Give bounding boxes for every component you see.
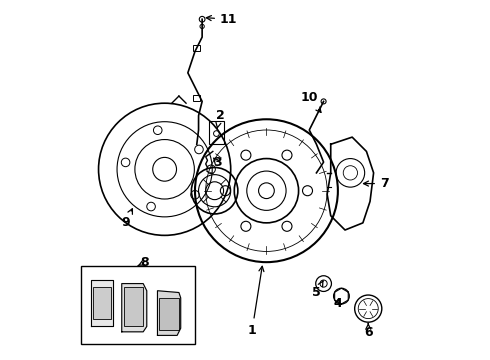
Text: 10: 10 (300, 91, 321, 112)
Text: 6: 6 (364, 324, 372, 339)
Text: 11: 11 (206, 13, 238, 26)
Text: 4: 4 (334, 297, 342, 310)
Text: 5: 5 (312, 281, 323, 299)
Text: 2: 2 (216, 109, 224, 128)
Text: 9: 9 (121, 209, 132, 229)
Text: 1: 1 (248, 266, 264, 337)
Text: 7: 7 (364, 177, 389, 190)
Bar (209, 121, 223, 144)
Bar (193, 45, 200, 51)
Bar (81, 266, 195, 344)
Polygon shape (92, 280, 113, 327)
Text: 3: 3 (213, 156, 221, 168)
Bar (193, 95, 200, 101)
Text: 8: 8 (138, 256, 149, 269)
Bar (123, 287, 143, 327)
Bar (159, 298, 179, 330)
Polygon shape (122, 284, 147, 332)
Polygon shape (157, 291, 181, 336)
Bar (93, 287, 111, 319)
